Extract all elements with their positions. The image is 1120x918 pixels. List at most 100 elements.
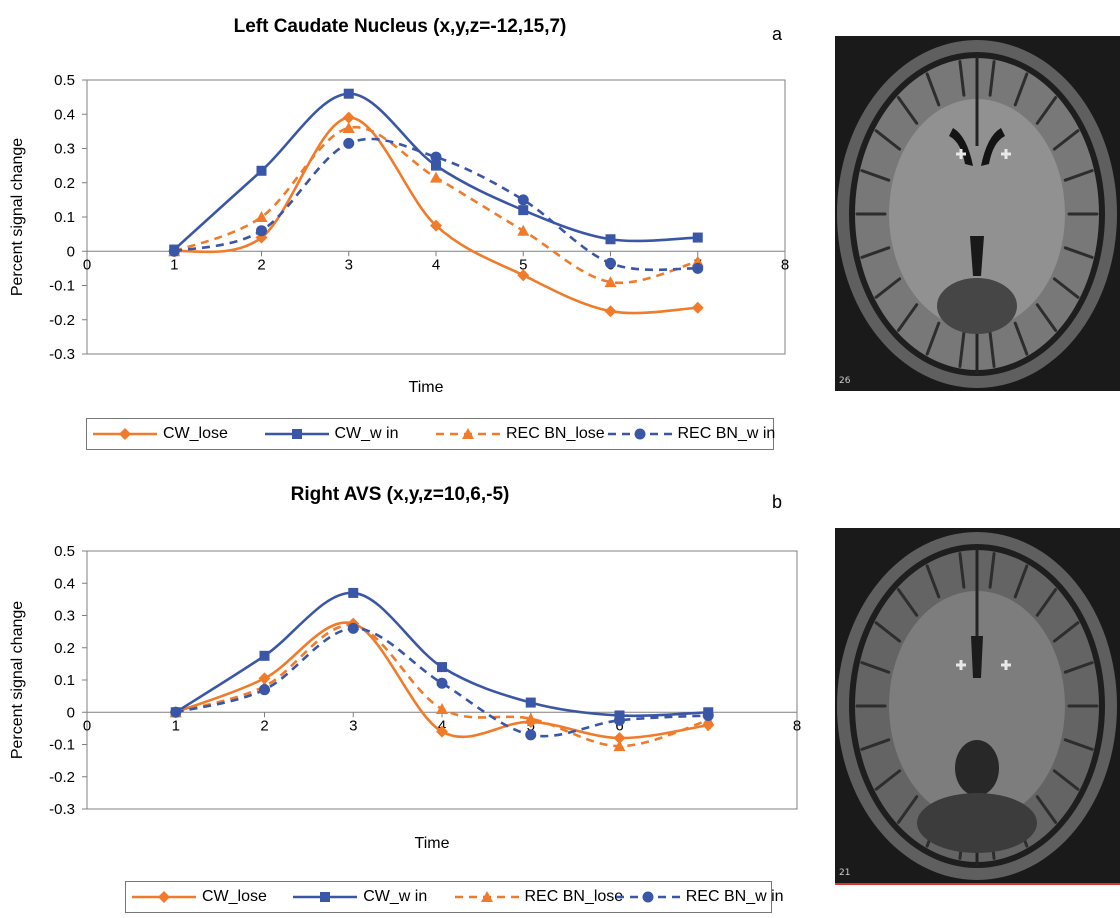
- sulcus: [1035, 795, 1058, 824]
- y-tick-label: 0: [67, 704, 75, 721]
- y-tick-label: 0.3: [54, 141, 75, 158]
- y-tick-label: 0.1: [54, 209, 75, 226]
- data-point: [343, 137, 355, 149]
- x-tick-label: 5: [519, 256, 527, 273]
- crosshair-marker: [1001, 660, 1011, 670]
- sulcus: [958, 331, 966, 368]
- legend-item: REC BN_w in: [614, 882, 784, 912]
- data-point: [342, 121, 355, 133]
- sulcus: [1052, 769, 1080, 791]
- data-point: [613, 740, 626, 752]
- data-point: [692, 232, 703, 243]
- series-line: [175, 591, 709, 718]
- y-tick-label: 0.4: [54, 575, 75, 592]
- sulcus: [874, 129, 902, 151]
- y-tick-label: 0: [67, 243, 75, 260]
- sulcus: [860, 661, 891, 674]
- sulcus: [1035, 588, 1058, 617]
- midline-structure: [971, 636, 983, 678]
- y-tick-label: 0.3: [54, 608, 75, 625]
- data-point: [605, 257, 616, 269]
- data-point: [613, 732, 626, 745]
- data-point: [436, 725, 448, 738]
- x-tick-label: 1: [172, 717, 180, 734]
- legend-marker: [642, 891, 654, 903]
- chart-legend: CW_lose CW_w in REC BN_lose REC BN_w in: [86, 418, 775, 450]
- sulcus: [988, 552, 996, 589]
- sulcus: [896, 795, 919, 824]
- sulcus: [925, 72, 941, 107]
- data-point: [517, 224, 530, 236]
- y-tick-label: 0.5: [54, 72, 75, 89]
- x-tick-label: 2: [260, 717, 268, 734]
- data-point: [342, 111, 355, 124]
- data-point: [347, 622, 359, 634]
- legend-label: REC BN_lose: [524, 888, 624, 905]
- sulcus: [1035, 303, 1058, 332]
- sulcus: [1063, 246, 1094, 259]
- chart-title: Left Caudate Nucleus (x,y,z=-12,15,7): [233, 16, 567, 37]
- y-tick-label: 0.2: [54, 175, 75, 192]
- data-point: [348, 587, 359, 598]
- data-point: [525, 729, 537, 741]
- sulcus: [925, 321, 941, 356]
- x-tick-label: 3: [349, 717, 357, 734]
- legend-marker: [634, 428, 645, 440]
- chart-title: Right AVS (x,y,z=10,6,-5): [290, 484, 510, 505]
- white-matter: [889, 591, 1065, 821]
- sulcus: [860, 246, 891, 259]
- sulcus: [896, 303, 919, 332]
- sulcus: [1063, 169, 1094, 182]
- sulcus: [874, 769, 902, 791]
- brain-mri-image: 26: [835, 36, 1120, 391]
- legend-label: REC BN_w in: [685, 888, 784, 905]
- data-point: [702, 709, 714, 721]
- legend-marker: [462, 428, 474, 439]
- plot-area: [86, 79, 786, 355]
- sulcus: [1052, 621, 1080, 643]
- sulcus: [1052, 277, 1080, 299]
- y-tick-label: 0.5: [54, 543, 75, 560]
- data-point: [604, 276, 617, 288]
- legend-marker: [320, 892, 331, 902]
- sulcus: [1013, 321, 1029, 356]
- x-tick-label: 4: [432, 256, 440, 273]
- data-point: [431, 160, 441, 171]
- legend-marker: [291, 429, 302, 439]
- sulcus: [1013, 72, 1029, 107]
- legend-label: CW_w in: [334, 425, 399, 442]
- y-tick-label: -0.3: [49, 346, 75, 363]
- panel-letter: b: [772, 492, 783, 512]
- legend-swatch: [607, 428, 672, 440]
- y-axis-label: Percent signal change: [9, 601, 26, 759]
- legend-swatch: [293, 892, 358, 902]
- legend-item: REC BN_lose: [434, 419, 606, 449]
- legend-item: CW_lose: [130, 882, 291, 912]
- data-point: [605, 234, 616, 245]
- data-point: [614, 714, 625, 726]
- data-point: [256, 225, 267, 237]
- sulcus: [988, 331, 996, 368]
- ventricle: [949, 128, 973, 166]
- cerebellum: [917, 793, 1037, 853]
- y-tick-label: 0.1: [54, 672, 75, 689]
- legend-item: CW_w in: [291, 882, 452, 912]
- sulcus: [958, 60, 966, 97]
- legend-marker: [158, 891, 170, 903]
- data-point: [168, 245, 180, 257]
- sulcus: [925, 564, 941, 599]
- legend-label: CW_w in: [363, 888, 428, 905]
- crosshair-marker: [1001, 149, 1011, 159]
- legend-swatch: [93, 428, 157, 440]
- data-point: [430, 171, 442, 183]
- sulcus: [1063, 738, 1094, 751]
- sulcus: [1052, 129, 1080, 151]
- sulcus: [860, 169, 891, 182]
- data-point: [256, 165, 267, 176]
- sulcus: [896, 588, 919, 617]
- y-tick-label: -0.3: [49, 801, 75, 818]
- crosshair-marker: [956, 149, 966, 159]
- line-chart: 0.50.40.30.20.10-0.1-0.2-0.3012345678Tim…: [9, 72, 789, 396]
- sulcus: [1013, 564, 1029, 599]
- x-tick-label: 8: [793, 717, 801, 734]
